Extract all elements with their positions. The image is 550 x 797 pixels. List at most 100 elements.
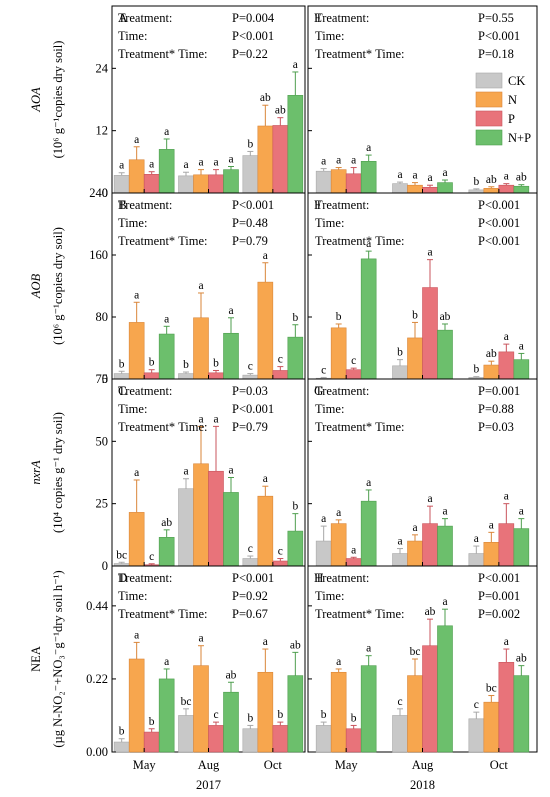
stat-value: P=0.92 xyxy=(232,589,268,603)
bar xyxy=(360,161,377,194)
stat-value: P=0.67 xyxy=(232,607,268,621)
y-tick-label: 75 xyxy=(96,372,109,386)
stat-value: P<0.001 xyxy=(478,198,520,212)
significance-letter: a xyxy=(366,142,371,154)
legend-label: CK xyxy=(508,74,525,88)
bar xyxy=(272,725,289,753)
bar xyxy=(242,374,259,380)
legend-label: N xyxy=(508,93,517,107)
bar xyxy=(360,258,377,380)
significance-letter: c xyxy=(321,364,326,376)
significance-letter: b xyxy=(473,364,479,376)
bar xyxy=(422,523,438,567)
bar xyxy=(330,327,347,380)
bar xyxy=(257,125,274,194)
y-tick-label: 80 xyxy=(96,310,109,324)
stat-value: P<0.001 xyxy=(232,198,274,212)
stat-label: Time: xyxy=(118,29,147,43)
significance-letter: ab xyxy=(516,653,527,665)
bar xyxy=(330,671,347,753)
stat-label: Treatment* Time: xyxy=(118,420,207,434)
x-tick-label: May xyxy=(133,758,157,772)
bar xyxy=(257,281,274,380)
significance-letter: a xyxy=(397,536,402,548)
significance-letter: ab xyxy=(486,174,497,186)
bar xyxy=(223,492,239,567)
y-axis-label-name: nxrA xyxy=(29,460,43,485)
bar xyxy=(178,715,194,753)
significance-letter: a xyxy=(504,491,509,503)
stat-value: P<0.001 xyxy=(478,29,520,43)
x-tick-label: Aug xyxy=(412,758,434,772)
significance-letter: a xyxy=(263,473,268,485)
significance-letter: a xyxy=(351,544,356,556)
bar xyxy=(498,662,515,753)
significance-letter: a xyxy=(183,159,188,171)
bar xyxy=(422,186,438,194)
bar xyxy=(128,512,145,567)
bar xyxy=(360,500,377,567)
significance-letter: a xyxy=(519,340,524,352)
bar xyxy=(360,665,377,753)
bar xyxy=(208,174,224,194)
stat-label: Treatment* Time: xyxy=(315,420,404,434)
significance-letter: a xyxy=(198,633,203,645)
bar xyxy=(208,470,224,567)
significance-letter: a xyxy=(504,636,509,648)
stat-value: P=0.79 xyxy=(232,234,268,248)
y-tick-label: 0 xyxy=(102,186,108,200)
y-tick-label: 160 xyxy=(89,248,108,262)
significance-letter: a xyxy=(134,629,139,641)
significance-letter: b xyxy=(397,347,403,359)
bar xyxy=(513,675,530,753)
panel-label: A xyxy=(118,10,128,25)
bar xyxy=(345,173,362,194)
significance-letter: b xyxy=(119,358,125,370)
stat-label: Treatment* Time: xyxy=(118,607,207,621)
bar xyxy=(223,332,239,380)
significance-letter: a xyxy=(263,636,268,648)
significance-letter: c xyxy=(278,546,283,558)
significance-letter: a xyxy=(228,464,233,476)
y-tick-label: 24 xyxy=(96,61,109,75)
bar xyxy=(392,715,408,753)
significance-letter: a xyxy=(366,477,371,489)
stat-value: P=0.22 xyxy=(232,47,268,61)
stat-value: P<0.001 xyxy=(478,571,520,585)
bar xyxy=(407,337,423,380)
stat-label: Treatment* Time: xyxy=(315,234,404,248)
year-label-2017: 2017 xyxy=(196,778,221,792)
significance-letter: c xyxy=(248,543,253,555)
bar xyxy=(158,678,175,753)
stat-label: Treatment: xyxy=(118,571,172,585)
bar xyxy=(193,665,209,753)
significance-letter: a xyxy=(474,533,479,545)
y-tick-label: 240 xyxy=(89,186,108,200)
stat-label: Time: xyxy=(118,402,147,416)
bar xyxy=(193,463,209,567)
y-tick-label: 0.22 xyxy=(86,672,108,686)
significance-letter: a xyxy=(412,170,417,182)
y-tick-label: 0.44 xyxy=(86,599,109,613)
significance-letter: a xyxy=(351,155,356,167)
significance-letter: b xyxy=(213,357,219,369)
bar xyxy=(315,170,332,194)
y-axis-label: nxrA (10⁴ copies g⁻¹ dry soil) xyxy=(29,412,65,533)
stat-value: P=0.18 xyxy=(478,47,514,61)
significance-letter: b xyxy=(412,309,418,321)
significance-letter: c xyxy=(278,354,283,366)
significance-letter: a xyxy=(366,238,371,250)
significance-letter: a xyxy=(213,413,218,425)
bar xyxy=(193,317,209,380)
bar xyxy=(113,373,130,380)
significance-letter: b xyxy=(183,359,189,371)
bar xyxy=(242,728,259,753)
y-axis-label: AOB (10⁶ g⁻¹copies dry soil) xyxy=(29,227,65,345)
bar xyxy=(287,675,304,753)
bar xyxy=(513,528,530,567)
bar xyxy=(242,155,259,194)
panel-label: D xyxy=(118,570,127,585)
